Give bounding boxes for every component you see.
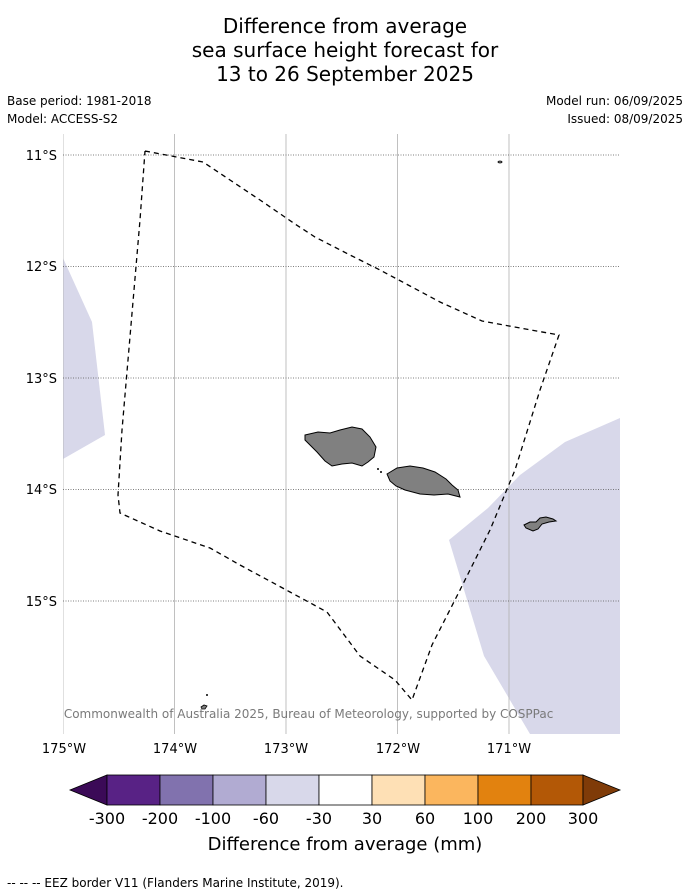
colorbar-bin-3: [212, 774, 267, 806]
anomaly-region-west: [63, 258, 105, 459]
model-run-label: Model run: 06/09/2025: [545, 94, 683, 108]
colorbar-label-1: -300: [89, 809, 125, 828]
base-period-label: Base period: 1981-2018: [7, 94, 152, 108]
colorbar-label-6: 30: [362, 809, 382, 828]
colorbar-label-7: 60: [415, 809, 435, 828]
chart-title: Difference from average sea surface heig…: [0, 14, 690, 86]
colorbar-bin-8: [477, 774, 532, 806]
colorbar-label-4: -60: [253, 809, 279, 828]
colorbar-bin-2: [159, 774, 214, 806]
colorbar-title: Difference from average (mm): [208, 834, 483, 855]
lon-label-175w: 175°W: [42, 742, 86, 757]
colorbar-extend-high: [582, 774, 622, 806]
lat-label-14s: 14°S: [26, 483, 57, 498]
meridian-gridlines: [63, 134, 510, 734]
title-line-3: 13 to 26 September 2025: [216, 62, 474, 86]
copyright-text: © Commonwealth of Australia 2025, Bureau…: [48, 707, 553, 721]
title-line-2: sea surface height forecast for: [191, 38, 499, 62]
colorbar-label-10: 300: [568, 809, 599, 828]
colorbar-labels: -300 -200 -100 -60 -30 30 60 100 200 300: [89, 809, 598, 828]
colorbar-label-2: -200: [142, 809, 178, 828]
swains-island: [497, 160, 503, 164]
colorbar-bin-5: [318, 774, 373, 806]
lat-label-15s: 15°S: [26, 595, 57, 610]
lon-label-174w: 174°W: [153, 742, 197, 757]
anomaly-region-east: [449, 418, 620, 734]
colorbar-extend-low: [68, 774, 108, 806]
tutuila-island: [523, 516, 558, 532]
savaii-island: [304, 426, 377, 467]
colorbar-label-5: -30: [306, 809, 332, 828]
latitude-labels: 11°S 12°S 13°S 14°S 15°S: [26, 149, 57, 610]
colorbar-label-3: -100: [195, 809, 231, 828]
map-area: © Commonwealth of Australia 2025, Bureau…: [48, 134, 620, 734]
title-line-1: Difference from average: [222, 14, 468, 38]
lon-label-173w: 173°W: [264, 742, 308, 757]
tafahi-islet: [206, 694, 208, 696]
meta-left: Base period: 1981-2018 Model: ACCESS-S2: [7, 92, 152, 128]
lon-label-171w: 171°W: [487, 742, 531, 757]
lat-label-13s: 13°S: [26, 372, 57, 387]
niuafoou-island: [200, 704, 208, 710]
parallel-gridlines: [63, 154, 620, 602]
lat-label-12s: 12°S: [26, 260, 57, 275]
colorbar-bin-1: [106, 774, 161, 806]
colorbar-label-9: 200: [516, 809, 547, 828]
colorbar-label-8: 100: [463, 809, 494, 828]
model-label: Model: ACCESS-S2: [7, 112, 119, 126]
lon-label-172w: 172°W: [376, 742, 420, 757]
colorbar-bin-4: [265, 774, 320, 806]
colorbar-bin-6: [371, 774, 426, 806]
manono-apolima-islets: [377, 468, 382, 473]
eez-legend-footer: -- -- -- EEZ border V11 (Flanders Marine…: [7, 876, 344, 890]
lat-label-11s: 11°S: [26, 149, 57, 164]
colorbar-bin-9: [530, 774, 584, 806]
longitude-labels: 175°W 174°W 173°W 172°W 171°W: [42, 742, 531, 757]
issued-label: Issued: 08/09/2025: [567, 112, 683, 126]
upolu-island: [386, 465, 461, 498]
colorbar: [68, 774, 622, 806]
colorbar-bin-7: [424, 774, 479, 806]
eez-border: [117, 150, 560, 702]
meta-right: Model run: 06/09/2025 Issued: 08/09/2025: [546, 92, 683, 128]
